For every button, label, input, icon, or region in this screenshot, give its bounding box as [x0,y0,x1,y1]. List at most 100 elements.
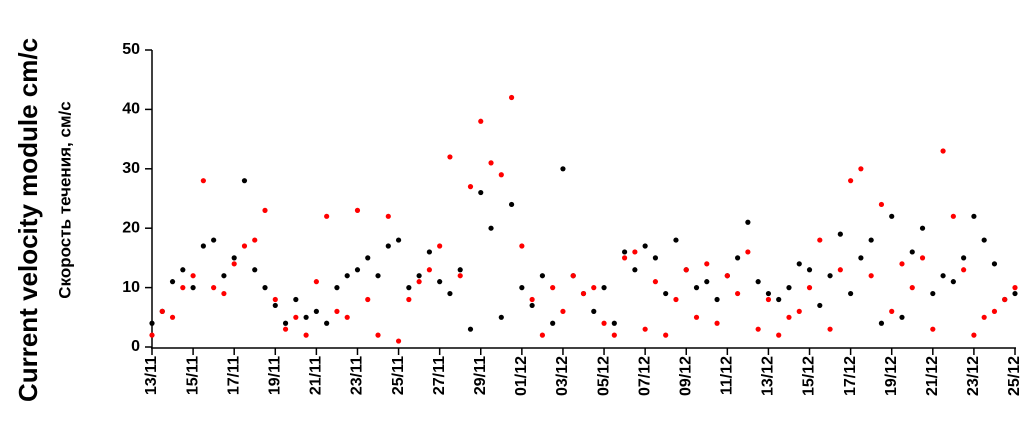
point [580,290,587,297]
point [498,172,504,178]
point [693,314,700,320]
point [211,237,217,243]
x-tick-label: 21/11 [308,356,325,395]
y-tick-label: 10 [122,279,140,296]
point [940,148,946,154]
point [272,296,278,303]
point [324,213,330,219]
point [591,308,597,314]
x-tick-label: 29/11 [472,356,489,395]
point [611,332,617,338]
point [416,279,422,285]
point [632,249,638,255]
point [950,213,956,219]
point [1012,285,1018,291]
point [426,249,432,255]
point [529,296,535,303]
point [1002,296,1008,303]
point [365,296,371,303]
y-tick-label: 30 [122,160,140,177]
point [467,184,474,190]
point [303,314,309,320]
y-subtitle: Скорость течения, см/с [55,101,74,298]
point [878,201,885,208]
point [601,320,607,326]
x-tick-label: 13/11 [143,356,160,395]
point [354,267,361,273]
point [447,290,453,297]
point [806,267,813,273]
point [395,338,402,344]
y-title: Current velocity module cm/c [13,38,43,402]
point [961,255,967,261]
point [570,273,576,279]
point [180,267,186,273]
x-tick-label: 19/11 [267,356,284,395]
point [827,326,833,332]
point [426,267,432,273]
point [868,273,874,279]
point [827,273,833,279]
point [293,314,299,320]
point [817,302,823,309]
point [621,249,628,255]
point [303,332,309,338]
point [663,290,669,297]
point [796,261,802,267]
point [416,273,422,279]
point [221,290,227,297]
point [991,261,998,267]
point [324,320,330,326]
point [539,332,546,338]
point [652,279,659,285]
point [508,201,515,208]
point [735,255,741,261]
point [467,326,474,332]
point [652,255,659,261]
point [498,314,504,320]
x-tick-label: 25/12 [1006,356,1023,396]
point [848,178,854,184]
point [899,314,905,320]
point [663,332,669,338]
point [375,332,381,338]
x-tick-label: 15/11 [184,356,201,395]
point [282,320,289,326]
point [550,285,556,291]
x-tick-label: 13/12 [760,356,777,396]
point [621,255,628,261]
point [704,261,710,267]
x-tick-label: 23/11 [349,356,366,395]
point [868,237,874,243]
x-tick-label: 05/12 [595,356,612,396]
point [796,308,802,314]
point [961,267,967,273]
point [334,308,340,314]
point [940,273,946,279]
point [457,273,463,279]
point [354,207,361,213]
point [241,243,248,249]
point [241,178,248,184]
x-tick-label: 09/12 [677,356,694,396]
point [437,243,443,249]
point [221,273,227,279]
point [406,285,412,291]
point [1012,290,1018,297]
point [930,326,936,332]
point [149,332,155,338]
point [981,314,987,320]
point [919,225,926,231]
point [478,118,484,124]
point [704,279,710,285]
point [365,255,371,261]
point [508,94,515,101]
point [313,279,319,285]
point [560,308,566,314]
point [981,237,987,243]
point [149,320,155,326]
point [806,285,813,291]
point [745,219,751,225]
x-tick-label: 11/12 [719,356,736,395]
